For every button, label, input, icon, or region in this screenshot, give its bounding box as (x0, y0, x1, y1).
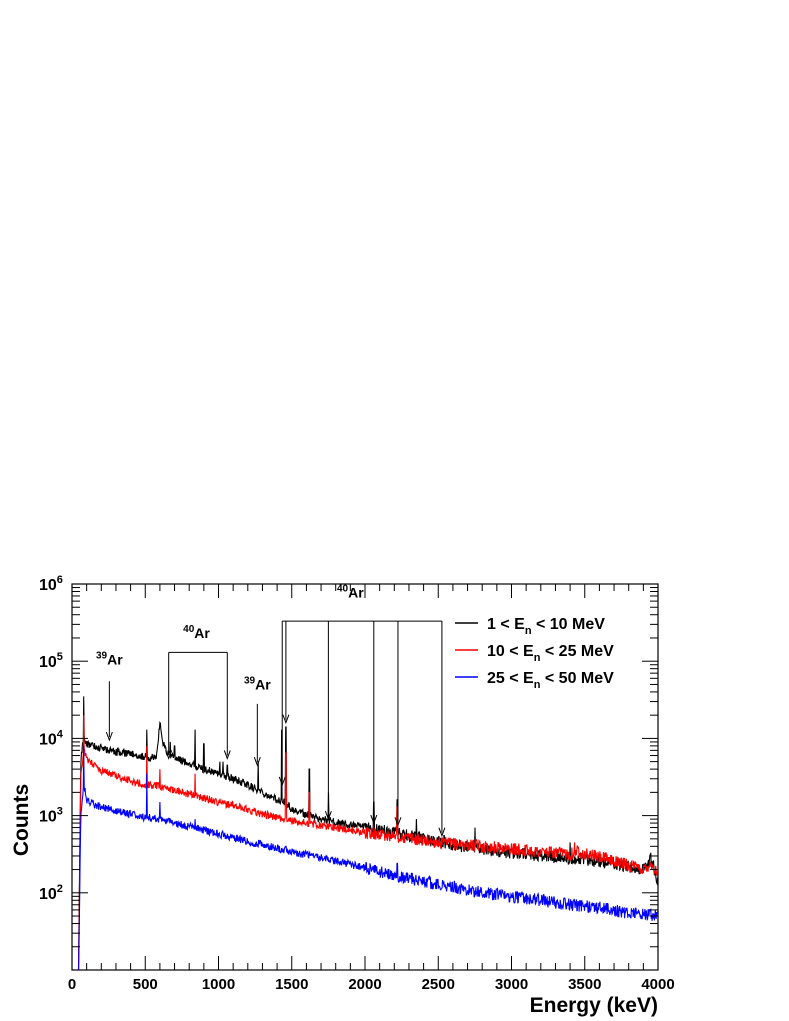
legend: 1 < En < 10 MeV 10 < En < 25 MeV 25 < En <… (455, 616, 614, 691)
x-tick-label: 3000 (495, 976, 528, 993)
y-tick-label: 104 (39, 728, 64, 748)
x-tick-label: 0 (68, 976, 76, 993)
x-tick-label: 3500 (568, 976, 601, 993)
x-tick-label: 2000 (348, 976, 381, 993)
y-tick-label: 106 (39, 574, 63, 594)
annotation-arrow-head (282, 714, 290, 725)
x-tick-label: 500 (133, 976, 158, 993)
x-tick-label: 4000 (641, 976, 674, 993)
annotation-arrow-head (253, 756, 261, 767)
legend-label-3: 25 < En < 50 MeV (487, 670, 614, 691)
y-tick-label: 105 (39, 651, 63, 671)
annotation-label: 39Ar (244, 675, 271, 692)
x-tick-label: 2500 (422, 976, 455, 993)
y-axis-label: Counts (10, 784, 33, 856)
annotation-label: 40Ar (183, 624, 210, 641)
series-line-1 (77, 696, 658, 970)
annotation-arrow-head (438, 827, 446, 838)
annotations: 39Ar 40Ar 39Ar 40Ar (96, 583, 446, 838)
legend-label-2: 10 < En < 25 MeV (487, 643, 614, 664)
axis-ticks: 0 500 1000 1500 2000 2500 3000 3500 4000 102 103 10… (39, 574, 675, 993)
annotation-arrow-head (394, 817, 402, 827)
y-tick-label: 103 (39, 806, 63, 826)
annotation-label: 39Ar (96, 651, 123, 668)
x-axis-label: Energy (keV) (530, 994, 658, 1017)
annotation-arrow-head (223, 750, 231, 760)
annotation-arrow-head (370, 814, 378, 825)
annotation-arrow-head (324, 810, 332, 821)
legend-label-1: 1 < En < 10 MeV (487, 616, 605, 637)
annotation-label: 40Ar (337, 583, 364, 600)
series-line-3 (78, 745, 658, 970)
annotation-arrow-head (278, 776, 286, 787)
annotation-arrow-head (165, 750, 173, 760)
series-layer (77, 696, 658, 970)
series-line-2 (77, 715, 658, 970)
x-tick-label: 1500 (275, 976, 308, 993)
x-tick-label: 1000 (202, 976, 235, 993)
annotation-arrow-head (105, 731, 113, 742)
y-tick-label: 102 (39, 883, 63, 903)
